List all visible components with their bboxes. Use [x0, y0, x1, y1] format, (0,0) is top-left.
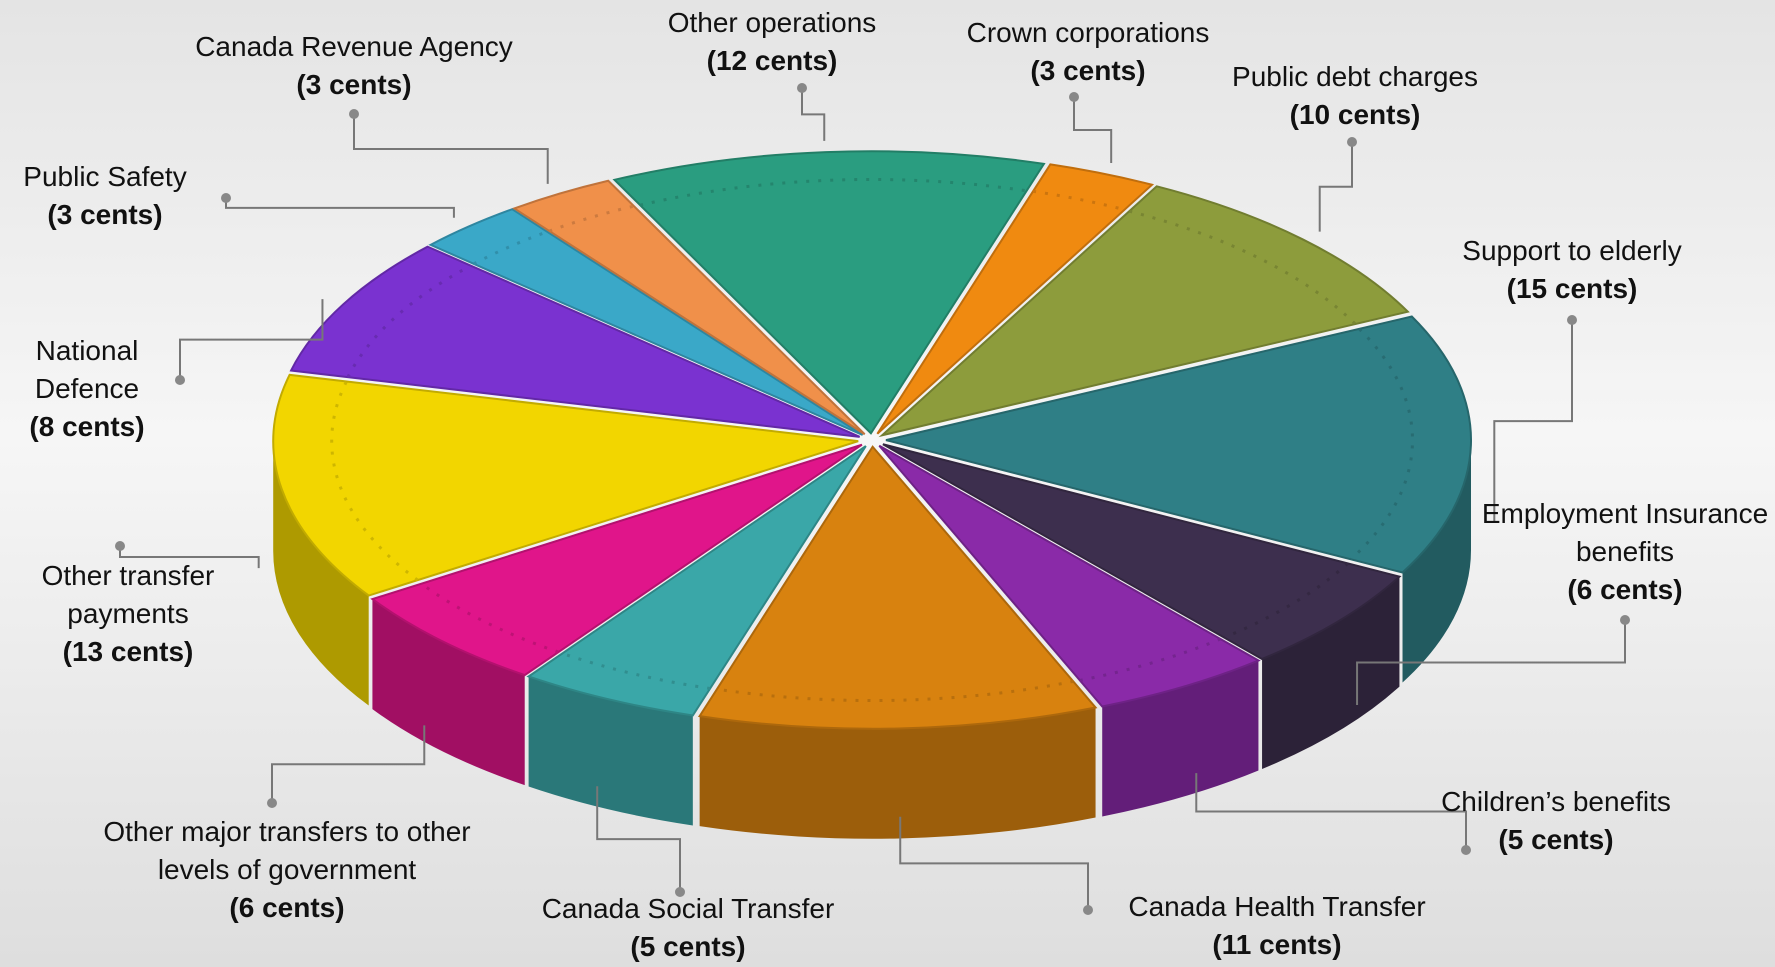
leader-dot: [1620, 615, 1630, 625]
leader-dot: [175, 375, 185, 385]
slice-label: Support to elderly(15 cents): [1422, 232, 1722, 308]
leader-dot: [115, 541, 125, 551]
slice-label: Other transfer payments(13 cents): [8, 557, 248, 671]
leader-line: [802, 88, 824, 141]
leader-dot: [1069, 92, 1079, 102]
value-label: (6 cents): [67, 889, 507, 927]
chart: Other operations(12 cents)Crown corporat…: [0, 0, 1775, 967]
value-label: (3 cents): [0, 196, 225, 234]
leader-dot: [267, 798, 277, 808]
leader-line: [1320, 142, 1352, 232]
value-label: (11 cents): [1087, 926, 1467, 964]
category-name: Public Safety: [0, 158, 225, 196]
category-name: Other operations: [622, 4, 922, 42]
value-label: (5 cents): [1406, 821, 1706, 859]
value-label: (3 cents): [154, 66, 554, 104]
leader-line: [1074, 97, 1111, 163]
category-name: Other major transfers to other levels of…: [67, 813, 507, 889]
value-label: (6 cents): [1475, 571, 1775, 609]
slice-label: Canada Health Transfer(11 cents): [1087, 888, 1467, 964]
value-label: (10 cents): [1195, 96, 1515, 134]
leader-dot: [1347, 137, 1357, 147]
leader-line: [226, 198, 454, 218]
slice-label: Canada Social Transfer(5 cents): [498, 890, 878, 966]
slice-label: Employment Insurance benefits(6 cents): [1475, 495, 1775, 609]
slice-label: Other operations(12 cents): [622, 4, 922, 80]
slice-label: Public debt charges(10 cents): [1195, 58, 1515, 134]
category-name: Support to elderly: [1422, 232, 1722, 270]
value-label: (15 cents): [1422, 270, 1722, 308]
category-name: Children’s benefits: [1406, 783, 1706, 821]
category-name: Employment Insurance benefits: [1475, 495, 1775, 571]
value-label: (8 cents): [2, 408, 172, 446]
leader-dot: [1567, 315, 1577, 325]
slice-label: National Defence(8 cents): [2, 332, 172, 446]
category-name: Crown corporations: [928, 14, 1248, 52]
category-name: National Defence: [2, 332, 172, 408]
leader-line: [272, 725, 424, 803]
leader-dot: [349, 109, 359, 119]
category-name: Public debt charges: [1195, 58, 1515, 96]
leader-line: [354, 114, 548, 184]
slice-label: Other major transfers to other levels of…: [67, 813, 507, 927]
value-label: (12 cents): [622, 42, 922, 80]
value-label: (13 cents): [8, 633, 248, 671]
category-name: Canada Health Transfer: [1087, 888, 1467, 926]
slice-label: Public Safety(3 cents): [0, 158, 225, 234]
slice-label: Children’s benefits(5 cents): [1406, 783, 1706, 859]
leader-dot: [797, 83, 807, 93]
slice-label: Canada Revenue Agency(3 cents): [154, 28, 554, 104]
category-name: Other transfer payments: [8, 557, 248, 633]
category-name: Canada Revenue Agency: [154, 28, 554, 66]
leader-line: [1494, 320, 1572, 522]
value-label: (5 cents): [498, 928, 878, 966]
category-name: Canada Social Transfer: [498, 890, 878, 928]
